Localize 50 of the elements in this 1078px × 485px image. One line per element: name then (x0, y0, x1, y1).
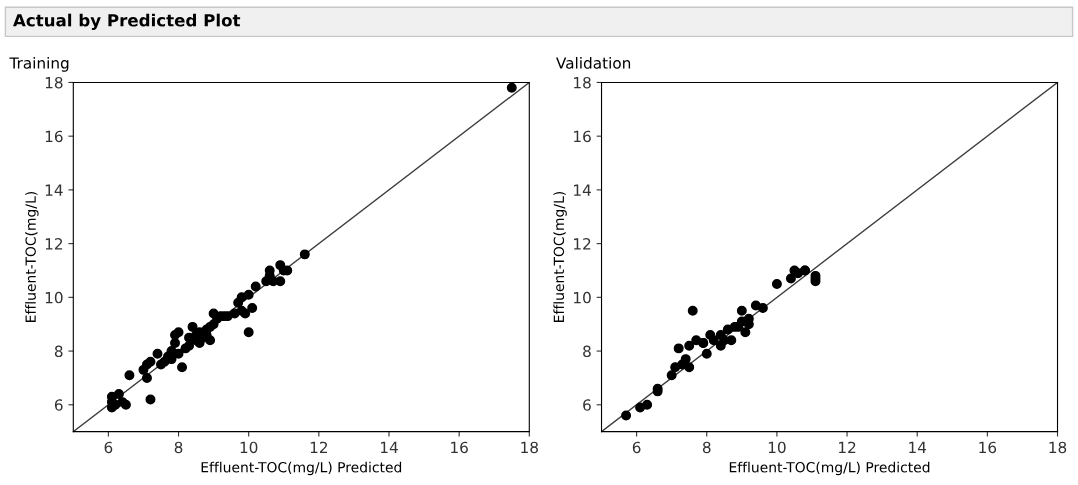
point (785, 273, 796, 284)
point (666, 370, 677, 381)
x-tick-label: 6 (104, 441, 113, 454)
y-tick-label: 10 (45, 291, 63, 304)
x-tick-label: 16 (979, 441, 997, 454)
x-tick-label: 18 (1049, 441, 1067, 454)
y-tick-label: 8 (583, 345, 591, 358)
y-tick-label: 10 (574, 291, 591, 304)
x-tick-label: 14 (380, 441, 398, 453)
y-axis-title: Effluent-TOC(mg/L) (25, 192, 39, 322)
x-tick-label: 6 (632, 441, 641, 454)
y-tick-label: 6 (583, 399, 591, 411)
point (642, 399, 653, 410)
point (726, 335, 737, 346)
y-tick-label: 16 (574, 130, 591, 143)
point (701, 348, 712, 359)
point (740, 327, 751, 338)
y-tick-label: 12 (45, 238, 63, 250)
y-tick-label: 16 (45, 130, 63, 143)
point (771, 278, 782, 289)
point (684, 362, 695, 373)
y-tick-label: 12 (574, 238, 591, 250)
x-tick-label: 16 (451, 441, 468, 454)
point (708, 335, 719, 346)
text: Actual by Predicted Plot (13, 13, 241, 30)
x-axis-title: Effluent-TOC(mg/L) Predicted (201, 461, 402, 476)
x-tick-label: 14 (909, 441, 927, 453)
y-tick-label: 14 (574, 184, 591, 196)
point (757, 303, 768, 314)
point (673, 343, 684, 354)
x-tick-label: 10 (768, 441, 786, 454)
y-tick-label: 18 (574, 76, 591, 89)
chart-title: Validation (556, 56, 631, 69)
point (687, 305, 698, 316)
x-tick-label: 8 (174, 441, 183, 454)
point (621, 410, 632, 421)
point (736, 305, 747, 316)
y-tick-label: 8 (54, 345, 63, 358)
y-tick-label: 18 (45, 76, 63, 89)
x-tick-label: 18 (521, 441, 538, 454)
x-tick-label: 8 (702, 441, 711, 454)
x-axis-title: Effluent-TOC(mg/L) Predicted (729, 461, 930, 476)
y-axis-title: Effluent-TOC(mg/L) (553, 192, 567, 322)
chart-title: Training (9, 56, 69, 72)
y-tick-label: 14 (45, 184, 63, 196)
y-tick-label: 6 (54, 399, 63, 411)
x-tick-label: 10 (240, 441, 258, 454)
point (684, 340, 695, 351)
x-tick-label: 12 (839, 441, 856, 453)
x-tick-label: 12 (310, 441, 328, 453)
